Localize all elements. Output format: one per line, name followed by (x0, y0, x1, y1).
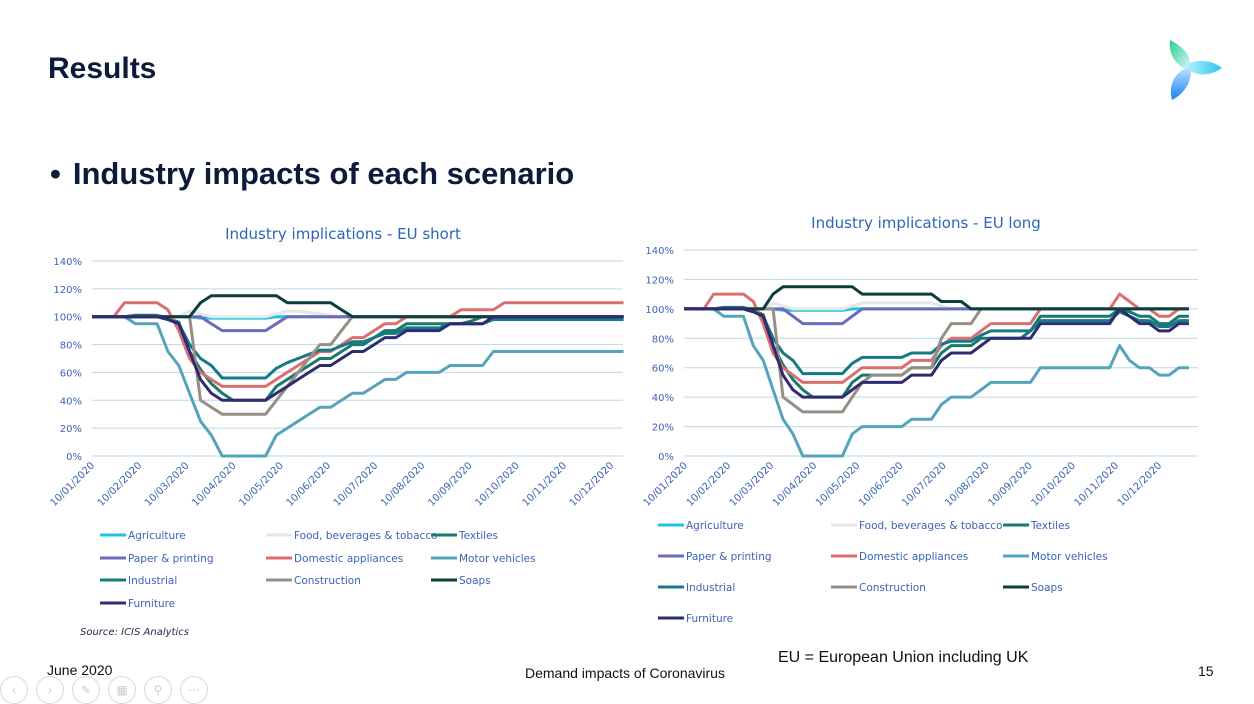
bullet-dot: • (50, 156, 61, 191)
y-tick-label: 0% (658, 452, 674, 463)
more-icon[interactable]: ⋯ (180, 676, 208, 704)
footer-note: EU = European Union including UK (778, 649, 1029, 666)
legend-label: Domestic appliances (294, 553, 403, 565)
x-tick-label: 10/03/2020 (143, 460, 192, 509)
x-tick-label: 10/11/2020 (1073, 460, 1122, 509)
slide-title: Results (48, 52, 157, 85)
y-tick-label: 20% (60, 424, 82, 435)
y-tick-label: 100% (53, 313, 82, 324)
chart-title: Industry implications - EU short (225, 225, 461, 243)
x-tick-label: 10/08/2020 (379, 460, 428, 509)
y-tick-label: 40% (652, 393, 674, 404)
legend-label: Furniture (686, 613, 733, 625)
series-line-motor-vehicles (684, 307, 1189, 458)
legend-label: Industrial (128, 575, 177, 587)
trefoil-logo-icon (1169, 40, 1222, 100)
x-tick-label: 10/12/2020 (568, 460, 617, 509)
bullet-point: • Industry impacts of each scenario (50, 156, 574, 192)
x-tick-label: 10/12/2020 (1116, 460, 1165, 509)
y-tick-label: 100% (645, 305, 674, 316)
legend-label: Construction (859, 582, 926, 594)
x-tick-label: 10/11/2020 (521, 460, 570, 509)
footer-date: June 2020 (47, 662, 113, 678)
legend-label: Motor vehicles (459, 553, 536, 565)
y-tick-label: 80% (60, 341, 82, 352)
x-tick-label: 10/10/2020 (1029, 460, 1078, 509)
x-tick-label: 10/03/2020 (728, 460, 777, 509)
prev-icon[interactable]: ‹ (0, 676, 28, 704)
legend-label: Food, beverages & tobacco (859, 520, 1002, 532)
next-icon[interactable]: › (36, 676, 64, 704)
legend-label: Construction (294, 575, 361, 587)
y-tick-label: 20% (652, 423, 674, 434)
legend-label: Domestic appliances (859, 551, 968, 563)
charts-canvas: Industry implications - EU short 0% 20% 40%… (49, 214, 1198, 625)
series-line-soaps (92, 294, 624, 319)
legend-label: Paper & printing (686, 551, 772, 563)
legend-label: Agriculture (686, 520, 744, 532)
x-tick-label: 10/02/2020 (96, 460, 145, 509)
x-tick-label: 10/06/2020 (857, 460, 906, 509)
y-tick-label: 40% (60, 396, 82, 407)
y-tick-label: 80% (652, 334, 674, 345)
x-tick-label: 10/08/2020 (943, 460, 992, 509)
x-tick-label: 10/04/2020 (190, 460, 239, 509)
presentation-toolbar: ‹ › ✎ ▦ ⚲ ⋯ (0, 676, 208, 704)
legend-label: Food, beverages & tobacco (294, 530, 437, 542)
x-tick-label: 10/05/2020 (237, 460, 286, 509)
x-tick-label: 10/07/2020 (332, 460, 381, 509)
zoom-icon[interactable]: ⚲ (144, 676, 172, 704)
x-tick-label: 10/01/2020 (49, 460, 98, 509)
legend-label: Industrial (686, 582, 735, 594)
x-tick-label: 10/07/2020 (900, 460, 949, 509)
chart-title: Industry implications - EU long (811, 214, 1041, 232)
legend-label: Soaps (1031, 582, 1063, 594)
series-line-construction (92, 315, 624, 416)
page-number: 15 (1198, 663, 1214, 679)
legend-label: Textiles (458, 530, 498, 542)
x-tick-label: 10/10/2020 (473, 460, 522, 509)
legend-label: Motor vehicles (1031, 551, 1108, 563)
y-tick-label: 120% (53, 285, 82, 296)
legend-label: Soaps (459, 575, 491, 587)
y-tick-label: 140% (645, 246, 674, 257)
pen-icon[interactable]: ✎ (72, 676, 100, 704)
y-tick-label: 60% (60, 368, 82, 379)
y-tick-label: 0% (66, 452, 82, 463)
x-tick-label: 10/05/2020 (814, 460, 863, 509)
y-tick-label: 60% (652, 364, 674, 375)
x-tick-label: 10/02/2020 (685, 460, 734, 509)
x-tick-label: 10/09/2020 (986, 460, 1035, 509)
y-tick-label: 120% (645, 275, 674, 286)
series-line-furniture (684, 307, 1189, 399)
y-tick-label: 140% (53, 257, 82, 268)
legend-label: Furniture (128, 598, 175, 610)
legend-label: Paper & printing (128, 553, 214, 565)
x-tick-label: 10/01/2020 (642, 460, 691, 509)
x-tick-label: 10/04/2020 (771, 460, 820, 509)
series-line-industrial (92, 315, 624, 380)
legend-label: Agriculture (128, 530, 186, 542)
footer-title: Demand impacts of Coronavirus (525, 665, 725, 681)
slides-icon[interactable]: ▦ (108, 676, 136, 704)
source-note: Source: ICIS Analytics (80, 627, 189, 638)
x-tick-label: 10/06/2020 (285, 460, 334, 509)
legend-label: Textiles (1030, 520, 1070, 532)
bullet-text: Industry impacts of each scenario (72, 156, 575, 191)
series-line-furniture (92, 315, 624, 402)
series-line-soaps (684, 285, 1189, 311)
x-tick-label: 10/09/2020 (426, 460, 475, 509)
series-line-motor-vehicles (92, 315, 624, 458)
series-line-domestic-appliances (92, 301, 624, 388)
